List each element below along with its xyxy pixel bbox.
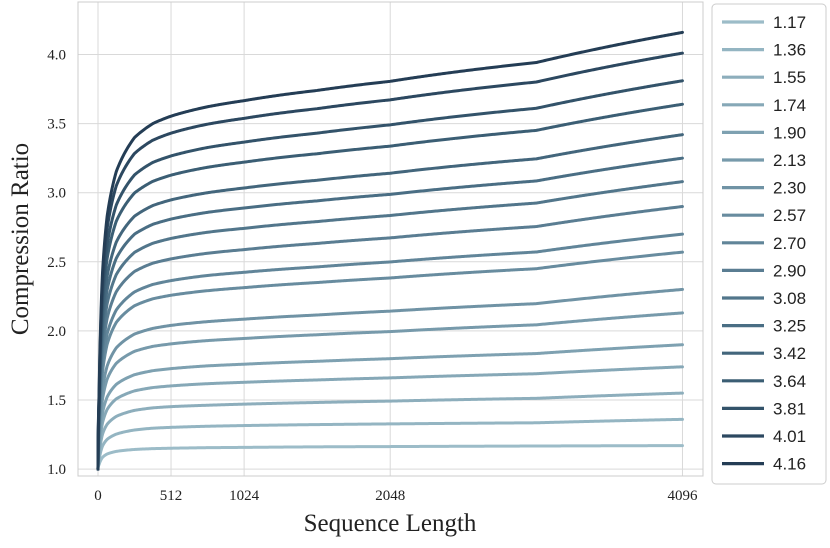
legend-label: 3.64 bbox=[773, 372, 806, 391]
x-tick-label: 4096 bbox=[667, 488, 698, 504]
series-line-3.42 bbox=[96, 133, 684, 471]
legend-label: 4.01 bbox=[773, 427, 806, 446]
plot-area-frame bbox=[77, 1, 704, 477]
x-tick-label: 512 bbox=[160, 488, 183, 504]
legend-label: 3.25 bbox=[773, 317, 806, 336]
series-line-3.08 bbox=[96, 180, 684, 471]
legend-label: 2.90 bbox=[773, 261, 806, 280]
series-line-3.81 bbox=[96, 79, 684, 471]
series-line-2.13 bbox=[96, 311, 684, 471]
series-line-1.36 bbox=[96, 417, 684, 471]
series-line-3.25 bbox=[96, 156, 684, 471]
legend-label: 1.90 bbox=[773, 123, 806, 142]
series-line-2.30 bbox=[96, 287, 684, 471]
y-tick-label: 4.0 bbox=[47, 48, 66, 64]
legend-label: 2.13 bbox=[773, 151, 806, 170]
tick-labels: 0 512 1024 2048 4096 1.0 1.5 2.0 2.5 3.0 3.5 4.0 bbox=[47, 48, 698, 504]
series-line-1.74 bbox=[96, 365, 684, 471]
legend-frame bbox=[711, 3, 827, 485]
y-tick-label: 3.5 bbox=[47, 117, 66, 133]
legend-label: 4.16 bbox=[773, 455, 806, 474]
x-axis-label: Sequence Length bbox=[304, 510, 477, 537]
series-line-1.17 bbox=[96, 444, 684, 471]
series-line-1.55 bbox=[96, 391, 684, 471]
x-tick-label: 0 bbox=[94, 488, 102, 504]
series-line-1.90 bbox=[96, 343, 684, 471]
legend-label: 3.08 bbox=[773, 289, 806, 308]
legend-label: 3.81 bbox=[773, 399, 806, 418]
legend-label: 1.36 bbox=[773, 41, 806, 60]
legend-label: 1.55 bbox=[773, 68, 806, 87]
y-tick-label: 1.5 bbox=[47, 393, 66, 409]
y-tick-label: 2.0 bbox=[47, 324, 66, 340]
x-tick-label: 2048 bbox=[375, 488, 405, 504]
legend-label: 1.74 bbox=[773, 96, 806, 115]
series-line-4.01 bbox=[96, 51, 684, 471]
series-line-2.57 bbox=[96, 250, 684, 471]
series-line-2.90 bbox=[96, 205, 684, 471]
legend: 1.17 1.36 1.55 1.74 1.90 2.13 2.30 2.57 2.70 2.90… bbox=[711, 3, 827, 485]
legend-label: 3.42 bbox=[773, 344, 806, 363]
series-line-3.64 bbox=[96, 102, 684, 471]
series-line-4.16 bbox=[96, 30, 684, 471]
x-tick-label: 1024 bbox=[229, 488, 260, 504]
y-axis-label: Compression Ratio bbox=[7, 143, 34, 335]
y-tick-label: 3.0 bbox=[47, 186, 66, 202]
legend-label: 2.30 bbox=[773, 179, 806, 198]
legend-label: 2.57 bbox=[773, 206, 806, 225]
legend-label: 2.70 bbox=[773, 234, 806, 253]
series-line-2.70 bbox=[96, 232, 684, 471]
y-tick-label: 2.5 bbox=[47, 255, 66, 271]
legend-label: 1.17 bbox=[773, 13, 806, 32]
series-lines bbox=[96, 30, 684, 471]
y-tick-label: 1.0 bbox=[47, 462, 66, 478]
